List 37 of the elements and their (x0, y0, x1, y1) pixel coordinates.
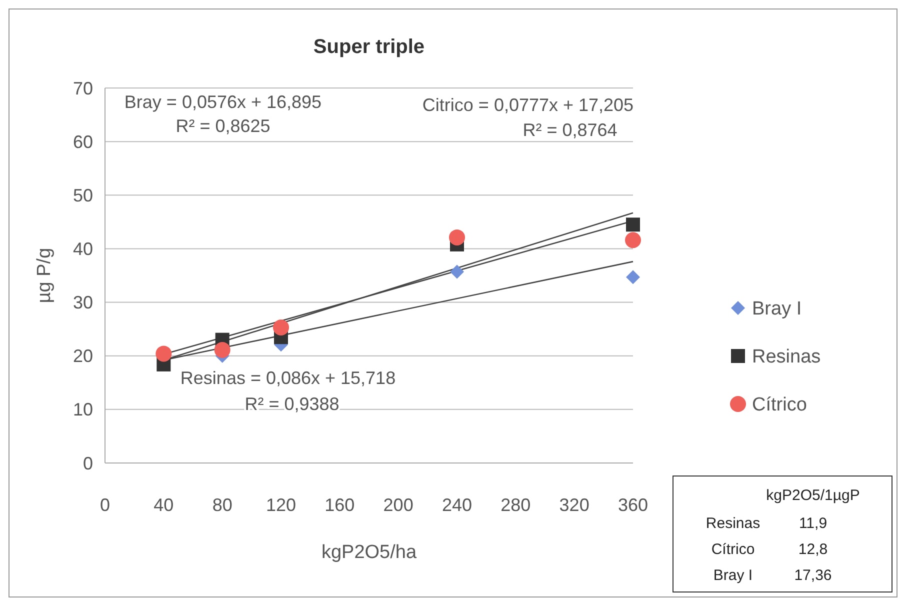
y-axis-title: µg P/g (34, 248, 55, 304)
legend-label: Bray I (752, 298, 802, 320)
x-tick-label: 200 (383, 495, 414, 515)
annotation: Citrico = 0,0777x + 17,205 (422, 95, 634, 115)
x-tick-label: 80 (212, 495, 232, 515)
legend-label: Cítrico (752, 394, 807, 416)
x-tick-label: 120 (266, 495, 296, 515)
x-tick-label: 0 (100, 495, 110, 515)
legend-label: Resinas (752, 346, 821, 368)
x-tick-label: 320 (559, 495, 590, 515)
annotation: R² = 0,8625 (176, 116, 270, 136)
x-tick-label: 240 (442, 495, 472, 515)
x-tick-label: 160 (324, 495, 355, 515)
text: 12,8 (798, 541, 828, 558)
annotation: R² = 0,8764 (522, 120, 618, 140)
annotation: Resinas = 0,086x + 15,718 (180, 368, 396, 388)
x-tick-label: 280 (500, 495, 531, 515)
y-tick-label: 0 (82, 453, 93, 474)
text: kgP2O5/1µgP (766, 487, 860, 504)
text: 17,36 (794, 567, 832, 584)
x-tick-label: 360 (618, 495, 648, 515)
annotation: R² = 0,9388 (244, 394, 340, 414)
annotation: Bray = 0,0576x + 16,895 (124, 92, 322, 112)
chart-title: Super triple (313, 36, 425, 58)
x-tick-label: 40 (154, 495, 174, 515)
text: Resinas (706, 515, 760, 532)
y-tick-label: 70 (72, 78, 93, 98)
text: 11,9 (798, 515, 828, 532)
x-axis-title: kgP2O5/ha (321, 542, 417, 563)
y-tick-label: 40 (72, 239, 93, 260)
y-tick-label: 10 (72, 400, 93, 420)
y-tick-label: 50 (72, 185, 93, 206)
y-tick-label: 60 (72, 132, 93, 152)
text: Bray I (713, 567, 753, 584)
text: Cítrico (711, 541, 755, 558)
y-tick-label: 20 (72, 346, 93, 366)
y-tick-label: 30 (72, 292, 93, 313)
